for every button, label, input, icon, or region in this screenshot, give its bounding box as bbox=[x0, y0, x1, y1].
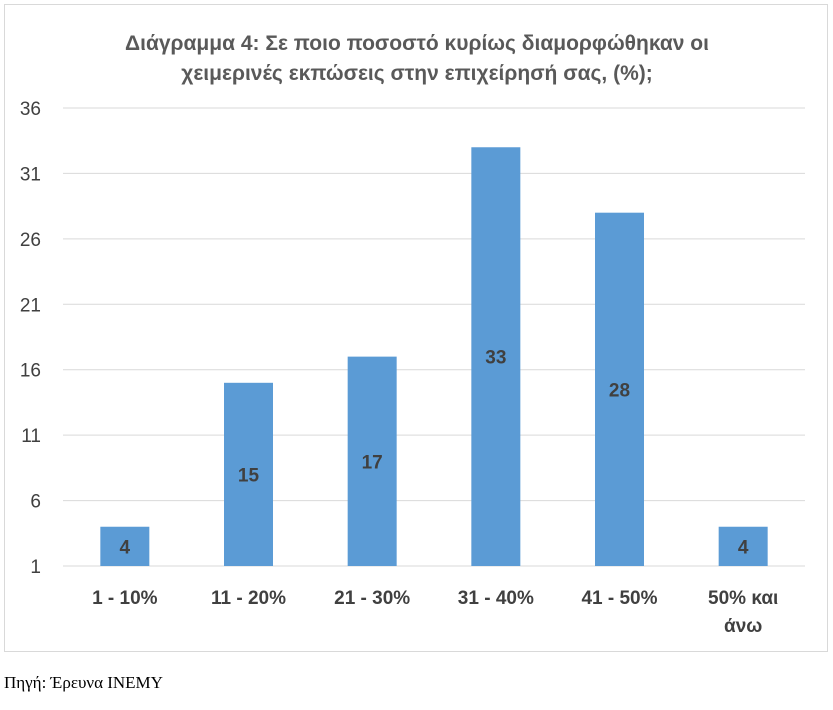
data-label: 17 bbox=[362, 452, 383, 473]
data-label: 33 bbox=[485, 348, 506, 369]
y-tick-label: 26 bbox=[20, 230, 41, 251]
y-tick-label: 31 bbox=[20, 164, 41, 185]
gridlines bbox=[63, 107, 805, 567]
bar bbox=[471, 147, 521, 566]
bar bbox=[595, 212, 644, 566]
bar bbox=[100, 526, 150, 566]
data-label: 15 bbox=[238, 465, 260, 486]
chart-frame: Διάγραμμα 4: Σε ποιο ποσοστό κυρίως διαμ… bbox=[4, 4, 828, 652]
y-tick-label: 36 bbox=[20, 99, 41, 120]
x-tick-label: 41 - 50% bbox=[581, 588, 657, 609]
y-tick-label: 16 bbox=[20, 361, 41, 382]
x-tick-label: άνω bbox=[724, 616, 762, 637]
chart-title-line-2: χειμερινές εκπώσεις στην επιχείρησή σας,… bbox=[181, 62, 653, 85]
data-label: 28 bbox=[609, 380, 630, 401]
y-tick-label: 6 bbox=[30, 492, 41, 513]
chart-title-line-1: Διάγραμμα 4: Σε ποιο ποσοστό κυρίως διαμ… bbox=[125, 32, 709, 55]
bar bbox=[347, 356, 397, 566]
x-tick-label: 31 - 40% bbox=[458, 588, 534, 609]
y-tick-label: 21 bbox=[20, 295, 41, 316]
data-label: 4 bbox=[120, 537, 131, 558]
x-tick-label: 1 - 10% bbox=[92, 588, 158, 609]
data-labels: 4 15 17 33 28 4 bbox=[120, 348, 749, 559]
x-tick-label: 11 - 20% bbox=[211, 588, 286, 609]
bars bbox=[100, 147, 768, 566]
x-tick-label: 21 - 30% bbox=[334, 588, 410, 609]
bar bbox=[718, 526, 768, 566]
x-tick-label: 50% και bbox=[708, 588, 778, 609]
data-label: 4 bbox=[738, 537, 749, 558]
y-tick-label: 11 bbox=[21, 426, 41, 447]
y-tick-label: 1 bbox=[30, 557, 41, 578]
bar-chart: Διάγραμμα 4: Σε ποιο ποσοστό κυρίως διαμ… bbox=[20, 32, 805, 637]
source-note: Πηγή: Έρευνα ΙΝΕΜΥ bbox=[4, 673, 163, 692]
x-axis-ticks: 1 - 10% 11 - 20% 21 - 30% 31 - 40% 41 - 50% 5… bbox=[92, 588, 778, 637]
bar bbox=[224, 382, 273, 566]
